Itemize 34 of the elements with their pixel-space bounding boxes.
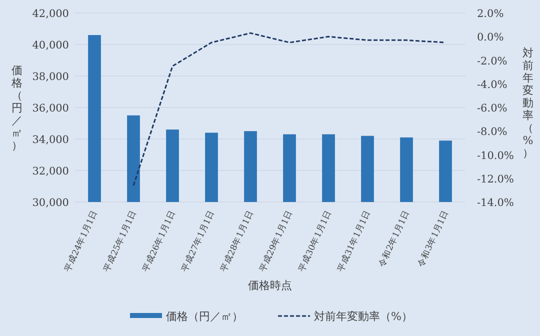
x-tick-label: 平成29年1月1日 xyxy=(257,208,296,274)
x-tick-label: 平成27年1月1日 xyxy=(179,208,218,274)
x-axis-title: 価格時点 xyxy=(248,279,292,292)
text: 対前年変動率（%） xyxy=(522,46,534,160)
y2-tick-label: -6.0% xyxy=(477,102,508,114)
y-tick-label: 30,000 xyxy=(32,197,69,209)
legend-label: 価格（円／㎡） xyxy=(166,310,243,323)
y2-tick-label: -2.0% xyxy=(477,55,508,68)
x-tick-label: 平成28年1月1日 xyxy=(218,208,256,274)
y-tick-label: 34,000 xyxy=(32,134,69,146)
y2-tick-label: -8.0% xyxy=(477,126,508,138)
x-tick-label: 平成30年1月1日 xyxy=(296,208,334,274)
y-axis-title: 価格（円／㎡） xyxy=(10,64,22,152)
x-tick-label: 平成25年1月1日 xyxy=(101,208,140,274)
legend-label: 対前年変動率（%） xyxy=(314,310,412,323)
y2-tick-label: -14.0% xyxy=(477,197,514,209)
x-tick-label: 平成26年1月1日 xyxy=(140,208,178,274)
y2-tick-label: -4.0% xyxy=(477,78,508,91)
legend-価格（円／㎡）: 価格（円／㎡） xyxy=(130,310,243,323)
y-tick-label: 40,000 xyxy=(32,40,69,52)
line-series xyxy=(132,32,446,186)
y-tick-label: 32,000 xyxy=(32,166,69,178)
y2-tick-label: -10.0% xyxy=(477,150,514,162)
legend-対前年変動率（%）: 対前年変動率（%） xyxy=(278,310,412,323)
y2-tick-label: -12.0% xyxy=(477,173,514,186)
x-tick-label: 令和3年1月1日 xyxy=(415,208,452,269)
x-tick-label: 平成24年1月1日 xyxy=(62,208,100,274)
x-tick-label: 平成31年1月1日 xyxy=(335,208,374,274)
y-tick-label: 42,000 xyxy=(32,8,69,20)
y-tick-label: 36,000 xyxy=(32,102,69,114)
y2-tick-label: 2.0% xyxy=(477,8,504,20)
x-tick-label: 令和2年1月1日 xyxy=(376,208,412,269)
y2-tick-label: 0.0% xyxy=(477,32,504,44)
y-tick-label: 38,000 xyxy=(32,71,69,83)
